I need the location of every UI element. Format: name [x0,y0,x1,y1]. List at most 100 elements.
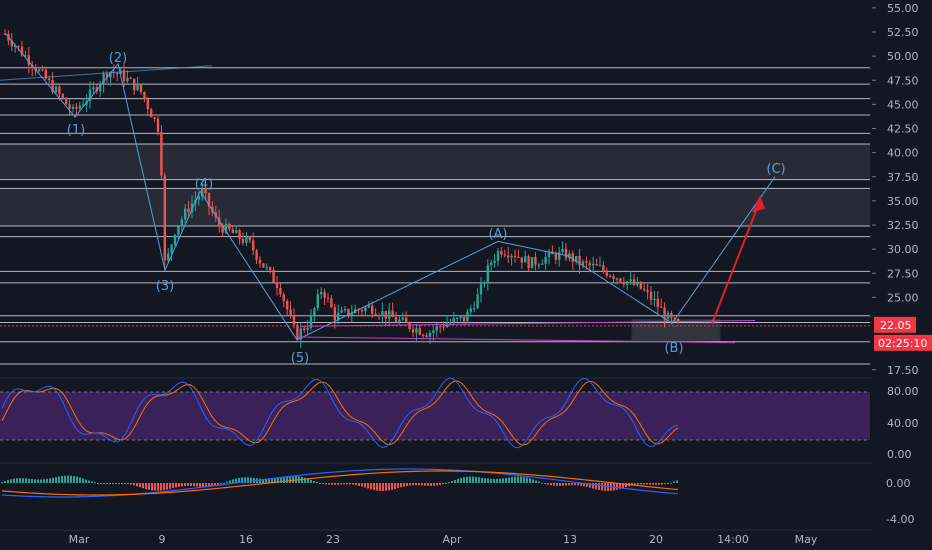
time-tick-label: Mar [69,533,90,546]
macd-histogram-bar [589,483,591,488]
candle-body [643,288,646,291]
macd-histogram-bar [175,483,177,488]
macd-histogram-bar [661,483,663,485]
macd-histogram-bar [463,477,465,483]
candle-body [82,104,85,106]
candle-body [235,230,238,234]
candle-body [466,311,469,322]
candle-body [629,279,632,282]
macd-histogram-bar [547,483,549,485]
macd-histogram-bar [436,483,438,486]
macd-histogram-bar [640,483,642,485]
macd-histogram-bar [22,478,24,483]
macd-histogram-bar [523,476,525,483]
time-tick-label: Apr [442,533,462,546]
macd-histogram-bar [268,479,270,483]
candle-body [105,73,109,78]
candle-body [666,313,670,319]
candle-body [646,290,649,292]
candle-body [224,223,228,233]
macd-histogram-bar [163,483,165,491]
candle-body [37,69,41,72]
macd-histogram-bar [178,483,180,487]
candle-body [68,104,71,109]
candle-body [598,265,602,267]
macd-histogram-bar [601,483,603,491]
price-tick-label: 17.50 [887,364,919,377]
macd-histogram-bar [88,480,90,483]
candle-body [190,203,194,213]
macd-histogram-bar [403,483,405,487]
stoch-tick-label: 80.00 [887,385,919,398]
candle-body [517,256,520,258]
macd-histogram-bar [202,483,204,487]
candle-body [602,265,605,271]
macd-histogram-bar [46,478,48,483]
macd-histogram-bar [520,476,522,483]
macd-histogram-bar [34,479,36,483]
macd-histogram-bar [592,483,594,489]
candle-body [476,294,479,309]
macd-histogram-bar [76,476,78,483]
candle-body [44,69,47,79]
price-axis-bg [872,0,932,550]
candle-body [269,267,272,270]
macd-histogram-bar [136,483,138,487]
candle-body [333,307,336,321]
macd-histogram-bar [406,483,408,486]
candle-body [78,105,81,109]
wave-label: (4) [195,177,213,192]
candle-body [544,257,547,264]
candle-body [61,94,64,98]
wave-label: (1) [67,123,85,138]
candle-body [136,84,139,91]
time-tick-label: 20 [649,533,663,546]
macd-histogram-bar [514,476,516,483]
candle-body [133,78,136,91]
candle-body [95,87,98,92]
macd-histogram-bar [544,483,546,484]
candle-body [626,281,629,285]
wave-lines [4,32,776,343]
candle-body [394,317,398,322]
macd-histogram-bar [199,483,201,487]
candle-body [527,256,530,269]
macd-histogram-bar [352,483,354,485]
macd-histogram-bar [304,477,306,483]
stoch-k-line [1,377,679,449]
macd-histogram-bar [322,483,324,484]
macd-histogram-bar [652,483,654,485]
trendlines [0,65,756,344]
candle-body [20,46,24,56]
candle-body [275,282,279,289]
macd-histogram-bar [451,481,453,483]
candle-body [51,80,54,92]
macd-histogram-bar [310,479,312,483]
macd-histogram-bar [556,483,558,486]
macd-histogram-bar [550,483,552,486]
macd-histogram-bar [283,476,285,483]
macd-histogram-bar [16,478,18,483]
candle-body [588,262,591,266]
candle-body [316,294,319,309]
candle-body [245,237,248,243]
price-levels [0,67,932,531]
candle-body [241,238,245,243]
macd-histogram-bar [517,476,519,483]
candle-body [41,69,44,71]
candle-body [439,326,442,328]
macd-line [1,468,679,498]
candle-body [564,248,568,259]
macd-histogram-bar [529,478,531,483]
macd-histogram-bar [367,483,369,489]
shaded-zones [0,143,870,226]
macd-histogram-bar [454,479,456,483]
candle-body [619,278,622,283]
candle-body [677,319,680,323]
candle-body [653,298,656,301]
candle-body [248,237,251,241]
candle-body [24,55,27,57]
macd-histogram-bar [673,481,675,483]
macd-histogram-bar [214,483,216,486]
candle-body [530,257,534,269]
